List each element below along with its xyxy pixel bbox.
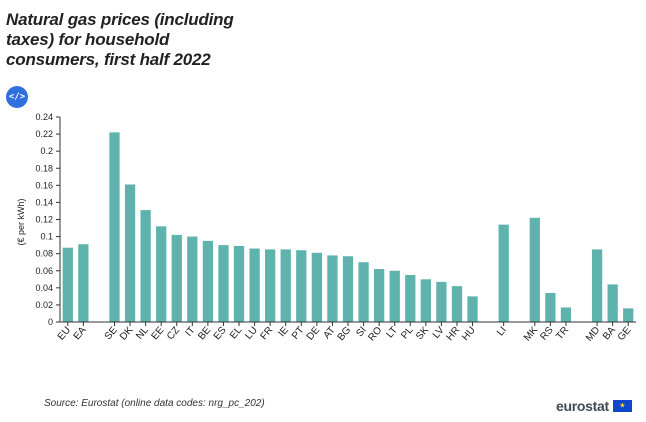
- bar[interactable]: [233, 245, 245, 322]
- x-tick-label: EA: [72, 325, 89, 343]
- y-tick-label: 0.06: [35, 266, 53, 276]
- x-tick-label: EU: [56, 325, 73, 343]
- x-tick-label: EL: [228, 325, 245, 342]
- bar[interactable]: [327, 255, 338, 322]
- y-tick-label: 0.18: [35, 163, 53, 173]
- bar[interactable]: [529, 217, 540, 322]
- x-tick-label: EE: [149, 325, 166, 343]
- x-tick-label: PT: [290, 325, 307, 342]
- x-tick-label: CZ: [165, 325, 182, 342]
- y-tick-label: 0.2: [40, 146, 53, 156]
- y-tick-label: 0.02: [35, 300, 53, 310]
- x-tick-label: FR: [258, 325, 275, 342]
- logo-text: eurostat: [556, 398, 609, 414]
- bar[interactable]: [202, 240, 214, 322]
- x-tick-label: LI: [495, 325, 509, 338]
- y-tick-label: 0.14: [35, 197, 53, 207]
- x-tick-label: GE: [616, 325, 634, 343]
- x-tick-label: MD: [584, 325, 602, 344]
- bar[interactable]: [373, 269, 385, 322]
- y-axis: 0 0.02 0.04 0.06 0.08 0.1 0.12 0.14 0.16 0.18 0.2 0…: [35, 112, 61, 327]
- bar[interactable]: [218, 245, 229, 322]
- bar[interactable]: [249, 248, 260, 322]
- x-tick-label: BA: [601, 325, 618, 343]
- x-tick-label: NL: [134, 325, 151, 342]
- y-tick-label: 0.22: [35, 129, 53, 139]
- y-axis-label: (€ per kWh): [16, 198, 26, 245]
- bar[interactable]: [560, 307, 572, 322]
- bar[interactable]: [140, 210, 151, 322]
- x-tick-label: RO: [366, 325, 384, 344]
- bar[interactable]: [342, 256, 354, 322]
- x-tick-label: ES: [212, 325, 229, 343]
- x-tick-label: BG: [336, 325, 354, 343]
- chart-title: Natural gas prices (including taxes) for…: [6, 10, 234, 69]
- x-tick-label: TR: [554, 325, 571, 342]
- x-tick-label: BE: [196, 325, 213, 343]
- y-tick-label: 0.12: [35, 215, 53, 225]
- bar[interactable]: [296, 250, 307, 322]
- bar[interactable]: [545, 292, 556, 322]
- bar[interactable]: [467, 296, 478, 322]
- bar[interactable]: [171, 234, 182, 322]
- x-tick-label: RS: [538, 325, 556, 343]
- bar[interactable]: [265, 249, 276, 322]
- x-tick-label: SE: [103, 325, 120, 343]
- x-tick-label: IE: [277, 325, 292, 340]
- x-tick-label: PL: [399, 325, 416, 342]
- bar[interactable]: [607, 284, 618, 322]
- y-tick-label: 0.1: [40, 232, 53, 242]
- bar[interactable]: [451, 286, 463, 322]
- bar[interactable]: [187, 236, 198, 322]
- bar[interactable]: [311, 252, 323, 322]
- x-tick-label: AT: [322, 325, 338, 341]
- x-tick-label: LU: [243, 325, 260, 342]
- bar[interactable]: [358, 262, 369, 322]
- x-tick-label: DK: [118, 325, 136, 343]
- bar[interactable]: [78, 244, 89, 322]
- x-tick-label: MK: [522, 325, 540, 344]
- bar[interactable]: [591, 249, 603, 322]
- eu-flag-icon: ★: [612, 400, 632, 412]
- x-tick-label: IT: [183, 325, 197, 339]
- embed-code-icon[interactable]: </>: [6, 86, 28, 108]
- y-tick-label: 0.16: [35, 180, 53, 190]
- y-tick-label: 0.04: [35, 283, 53, 293]
- y-tick-label: 0: [48, 317, 53, 327]
- bar[interactable]: [389, 270, 400, 322]
- eurostat-logo[interactable]: eurostat ★: [556, 398, 632, 414]
- bar[interactable]: [280, 249, 291, 322]
- bar[interactable]: [124, 184, 136, 322]
- source-note: Source: Eurostat (online data codes: nrg…: [44, 398, 265, 409]
- bar[interactable]: [405, 275, 416, 322]
- bar[interactable]: [436, 281, 447, 322]
- x-tick-label: HU: [460, 325, 478, 343]
- bar[interactable]: [62, 247, 73, 322]
- x-tick-label: HR: [445, 325, 463, 343]
- bars: [62, 132, 634, 322]
- x-tick-label: SK: [414, 325, 431, 343]
- bar[interactable]: [156, 226, 167, 322]
- y-tick-label: 0.24: [35, 112, 53, 122]
- bar[interactable]: [498, 224, 509, 322]
- bar[interactable]: [420, 279, 431, 322]
- bar[interactable]: [623, 308, 634, 322]
- x-tick-label: LT: [385, 325, 400, 340]
- bar[interactable]: [109, 132, 120, 322]
- x-tick-label: LV: [431, 325, 447, 341]
- x-tick-label: DE: [305, 325, 323, 343]
- y-tick-label: 0.08: [35, 249, 53, 259]
